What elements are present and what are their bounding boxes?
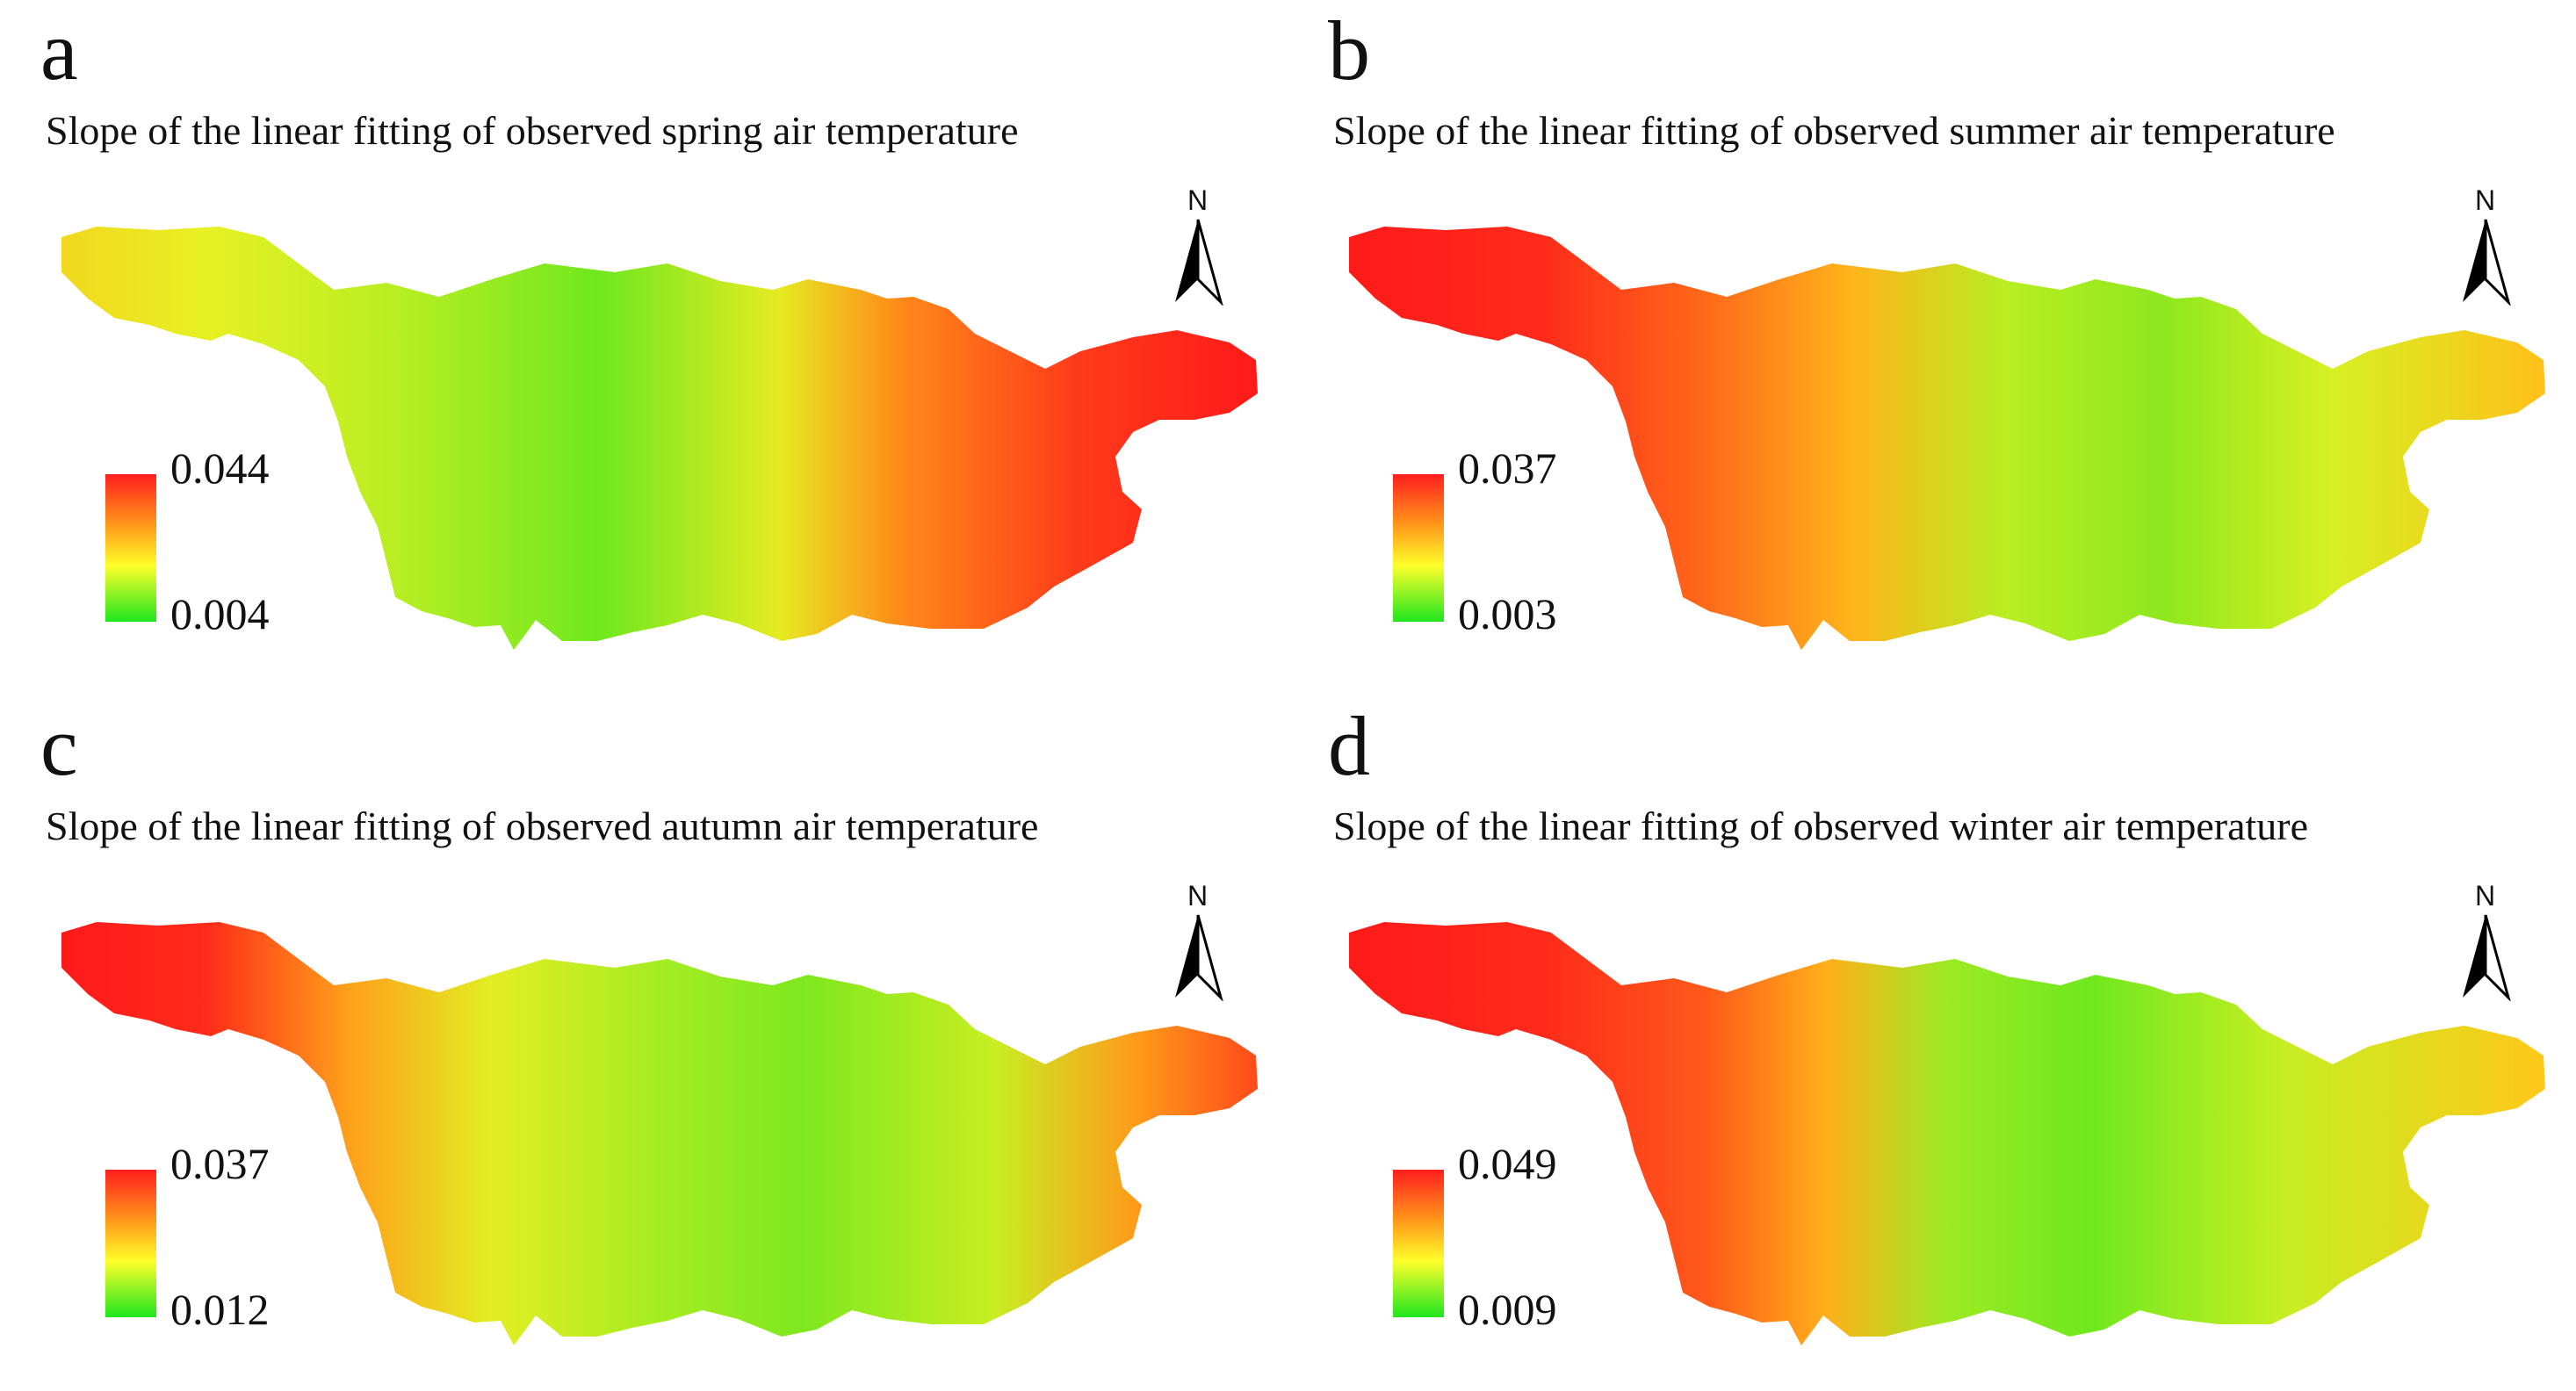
panel-d: d Slope of the linear fitting of observe… xyxy=(1288,696,2575,1391)
panel-a: a Slope of the linear fitting of observe… xyxy=(0,0,1288,696)
panel-letter: d xyxy=(1328,699,1370,793)
legend-max-label: 0.037 xyxy=(1458,443,1557,493)
basin-map-winter xyxy=(1349,922,2545,1345)
legend-min-label: 0.012 xyxy=(170,1285,270,1334)
north-label: N xyxy=(1187,880,1209,912)
basin-shape xyxy=(61,922,1258,1345)
panel-c: c Slope of the linear fitting of observe… xyxy=(0,696,1288,1391)
north-label: N xyxy=(1187,184,1209,216)
legend-max-label: 0.037 xyxy=(170,1139,270,1188)
panel-title: Slope of the linear fitting of observed … xyxy=(46,108,1019,153)
legend-min-label: 0.009 xyxy=(1458,1285,1557,1334)
north-label: N xyxy=(2475,880,2496,912)
panel-title: Slope of the linear fitting of observed … xyxy=(46,804,1039,848)
north-arrow-icon xyxy=(2463,914,2511,1001)
north-arrow-icon xyxy=(2463,219,2511,306)
panel-letter: a xyxy=(40,4,78,97)
north-arrow-icon xyxy=(1175,219,1223,306)
basin-shape xyxy=(1349,227,2545,650)
basin-map-autumn xyxy=(61,922,1258,1345)
north-arrow-icon xyxy=(1175,914,1223,1001)
panel-letter: c xyxy=(40,699,78,793)
legend-max-label: 0.049 xyxy=(1458,1139,1557,1188)
panel-letter: b xyxy=(1328,4,1370,97)
legend-colorbar xyxy=(1393,1170,1444,1317)
panel-title: Slope of the linear fitting of observed … xyxy=(1333,804,2308,848)
legend-colorbar xyxy=(105,474,156,622)
north-label: N xyxy=(2475,184,2496,216)
legend-min-label: 0.003 xyxy=(1458,589,1557,638)
basin-map-spring xyxy=(61,227,1258,650)
legend-min-label: 0.004 xyxy=(170,589,270,638)
panel-b: b Slope of the linear fitting of observe… xyxy=(1288,0,2575,696)
basin-shape xyxy=(1349,922,2545,1345)
legend-colorbar xyxy=(105,1170,156,1317)
panel-title: Slope of the linear fitting of observed … xyxy=(1333,108,2335,153)
basin-shape xyxy=(61,227,1258,650)
legend-colorbar xyxy=(1393,474,1444,622)
legend-max-label: 0.044 xyxy=(170,443,270,493)
basin-map-summer xyxy=(1349,227,2545,650)
